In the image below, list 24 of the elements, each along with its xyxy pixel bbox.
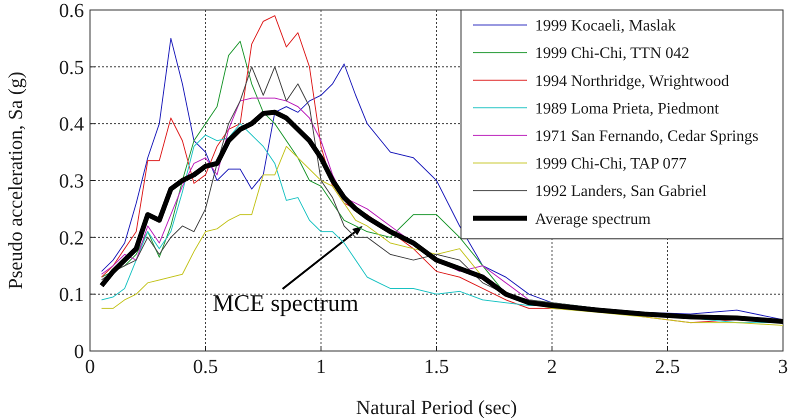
y-axis-title: Pseudo acceleration, Sa (g)	[5, 72, 27, 290]
annotation: MCE spectrum	[212, 290, 359, 317]
x-tick-label: 3	[778, 356, 788, 378]
y-tick-label: 0.3	[59, 170, 84, 192]
y-tick-label: 0	[74, 341, 84, 363]
y-tick-label: 0.6	[59, 0, 84, 22]
x-axis-title: Natural Period (sec)	[356, 397, 518, 418]
x-tick-label: 1	[316, 356, 326, 378]
x-tick-label: 2.5	[655, 356, 680, 378]
x-tick-label: 1.5	[424, 356, 449, 378]
y-tick-label: 0.2	[59, 227, 84, 250]
y-tick-label: 0.5	[59, 56, 84, 79]
x-tick-label: 0.5	[193, 356, 218, 378]
legend-label: 1992 Landers, San Gabriel	[535, 183, 708, 200]
y-tick-label: 0.1	[59, 284, 84, 306]
legend-label: 1999 Chi-Chi, TAP 077	[535, 156, 687, 173]
legend-label: 1989 Loma Prieta, Piedmont	[535, 100, 720, 118]
legend-label: 1999 Kocaeli, Maslak	[535, 18, 676, 35]
x-tick-label: 2	[547, 356, 557, 378]
legend-label: 1971 San Fernando, Cedar Springs	[535, 128, 759, 145]
legend-label: 1999 Chi-Chi, TTN 042	[535, 45, 690, 62]
legend-label: Average spectrum	[535, 210, 652, 228]
y-tick-label: 0.4	[59, 114, 84, 136]
legend-label: 1994 Northridge, Wrightwood	[535, 72, 730, 90]
